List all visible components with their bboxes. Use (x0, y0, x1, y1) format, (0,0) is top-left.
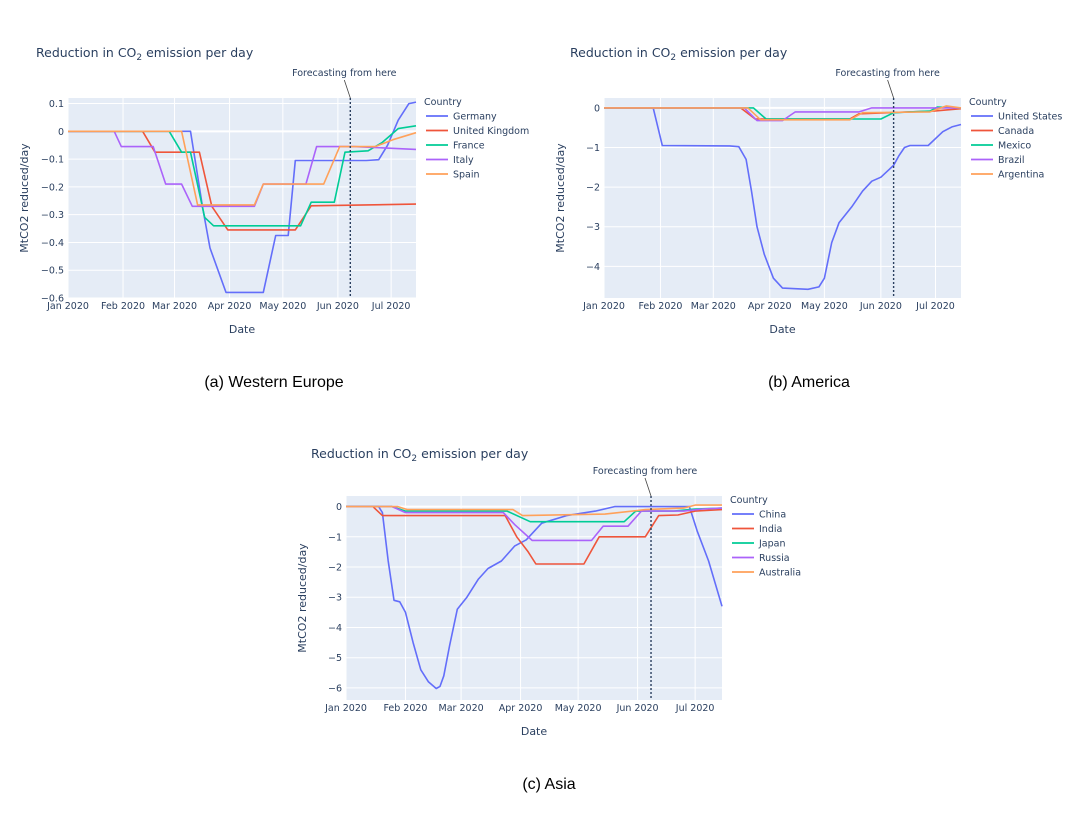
y-tick-label: 0 (594, 103, 600, 114)
y-tick-label: −2 (328, 563, 342, 574)
legend-label: Canada (998, 126, 1034, 137)
x-tick-label: May 2020 (555, 703, 602, 714)
x-tick-label: Jun 2020 (616, 703, 659, 714)
plot-area (68, 98, 416, 298)
legend-label: Japan (758, 539, 786, 550)
legend-title: Country (969, 97, 1007, 108)
y-tick-label: −3 (328, 593, 342, 604)
legend-label: Spain (453, 170, 480, 181)
legend-label: China (759, 510, 786, 521)
x-tick-label: Jan 2020 (46, 301, 89, 312)
legend-label: France (453, 141, 485, 152)
annotation-text: Forecasting from here (292, 68, 397, 79)
x-tick-label: Jul 2020 (675, 703, 715, 714)
x-tick-label: Jun 2020 (859, 301, 902, 312)
y-tick-label: 0.1 (49, 99, 64, 110)
plot-area (346, 496, 722, 700)
x-tick-label: Apr 2020 (748, 301, 792, 312)
caption-asia: (c) Asia (522, 776, 576, 793)
annotation-text: Forecasting from here (593, 466, 698, 477)
y-tick-label: −0.1 (41, 155, 64, 166)
x-tick-label: Feb 2020 (101, 301, 145, 312)
series-line-italy (68, 130, 417, 208)
legend-label: Brazil (998, 155, 1025, 166)
series-line-united-states (604, 107, 962, 291)
x-tick-label: May 2020 (259, 301, 306, 312)
y-tick-label: −0.3 (41, 210, 64, 221)
annotation-arrow (343, 79, 351, 99)
series-line-brazil (604, 107, 961, 122)
y-tick-label: −3 (586, 222, 600, 233)
y-axis-title: MtCO2 reduced/day (296, 543, 309, 653)
x-axis-title: Date (229, 323, 256, 336)
caption-western-europe: (a) Western Europe (204, 374, 344, 391)
legend-label: Australia (759, 568, 801, 579)
y-tick-label: −2 (586, 183, 600, 194)
series-line-argentina (604, 105, 962, 121)
y-tick-label: 0 (336, 502, 342, 513)
legend-label: Argentina (998, 170, 1044, 181)
x-tick-label: Jul 2020 (371, 301, 411, 312)
x-tick-label: Jan 2020 (582, 301, 625, 312)
x-tick-label: Feb 2020 (638, 301, 682, 312)
series-line-india (346, 505, 723, 565)
x-tick-label: Mar 2020 (439, 703, 484, 714)
y-tick-label: −1 (328, 532, 342, 543)
caption-america: (b) America (768, 374, 850, 391)
annotation-arrow (644, 477, 652, 497)
legend-label: United States (998, 112, 1062, 123)
series-line-russia (346, 505, 723, 542)
y-tick-label: −5 (328, 653, 342, 664)
chart-asia: Reduction in CO2 emission per day Jan 202… (296, 446, 801, 738)
chart-america: Reduction in CO2 emission per day Jan 202… (554, 45, 1062, 336)
series-line-germany (68, 101, 417, 294)
y-tick-label: −0.6 (41, 294, 64, 305)
y-tick-label: −6 (328, 683, 342, 694)
series-line-spain (68, 130, 417, 206)
legend-label: United Kingdom (453, 126, 529, 137)
x-tick-label: Jan 2020 (324, 703, 367, 714)
series-line-france (68, 125, 417, 227)
x-tick-label: Apr 2020 (208, 301, 252, 312)
series-line-australia (346, 504, 722, 517)
legend-label: India (759, 524, 782, 535)
chart-title: Reduction in CO2 emission per day (311, 446, 529, 464)
legend-title: Country (424, 97, 462, 108)
x-tick-label: Jun 2020 (316, 301, 359, 312)
plot-area (604, 98, 961, 298)
y-tick-label: −0.2 (41, 182, 64, 193)
y-axis-title: MtCO2 reduced/day (18, 143, 31, 253)
legend-label: Germany (453, 112, 497, 123)
y-tick-label: −4 (586, 262, 600, 273)
legend-label: Mexico (998, 141, 1031, 152)
legend-title: Country (730, 495, 768, 506)
y-tick-label: −4 (328, 623, 342, 634)
chart-title: Reduction in CO2 emission per day (36, 45, 254, 63)
series-line-china (346, 505, 723, 690)
x-tick-label: Mar 2020 (691, 301, 736, 312)
x-tick-label: Mar 2020 (152, 301, 197, 312)
y-tick-label: −1 (586, 143, 600, 154)
x-axis-title: Date (769, 323, 796, 336)
chart-title: Reduction in CO2 emission per day (570, 45, 788, 63)
y-tick-label: −0.4 (41, 238, 64, 249)
chart-western-europe: Reduction in CO2 emission per day Jan 202… (18, 45, 529, 336)
x-tick-label: Feb 2020 (383, 703, 427, 714)
y-tick-label: 0 (58, 127, 64, 138)
y-axis-title: MtCO2 reduced/day (554, 143, 567, 253)
x-tick-label: Apr 2020 (499, 703, 543, 714)
x-tick-label: May 2020 (801, 301, 848, 312)
annotation-arrow (887, 79, 894, 99)
legend-label: Russia (759, 553, 790, 564)
x-axis-title: Date (521, 725, 548, 738)
annotation-text: Forecasting from here (835, 68, 940, 79)
y-tick-label: −0.5 (41, 266, 64, 277)
legend-label: Italy (453, 155, 474, 166)
x-tick-label: Jul 2020 (915, 301, 955, 312)
